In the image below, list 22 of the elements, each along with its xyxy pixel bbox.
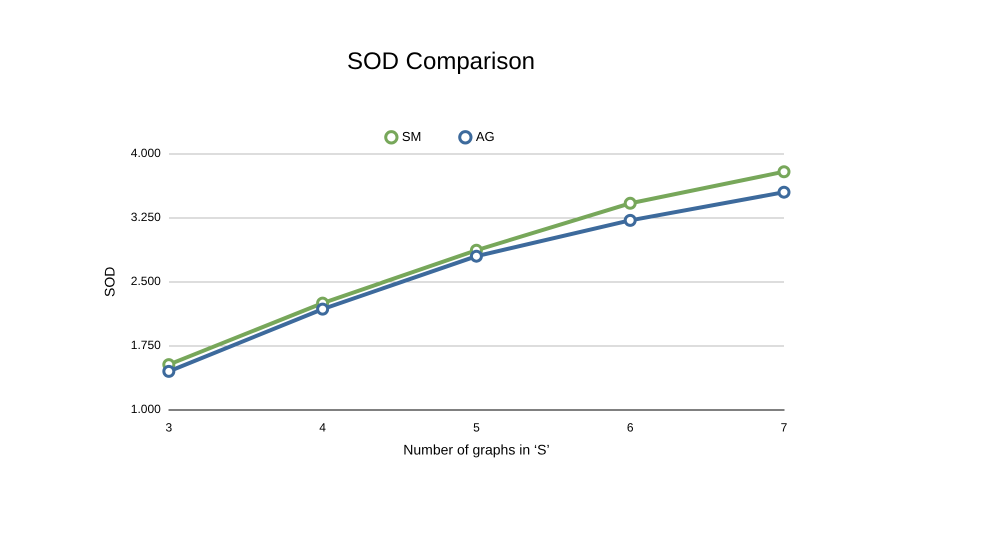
point <box>316 302 330 316</box>
legend-label: SM <box>402 128 422 144</box>
y-tick-label: 4.000 <box>130 146 162 160</box>
x-tick-label: 3 <box>165 420 172 434</box>
point <box>624 196 637 210</box>
point <box>470 250 483 263</box>
x-axis-title: Number of graphs in ‘S’ <box>403 441 550 458</box>
point <box>624 214 637 227</box>
x-tick-label: 4 <box>319 420 326 434</box>
legend-label: AG <box>476 128 495 144</box>
x-tick-label: 7 <box>780 420 788 434</box>
y-tick-label: 3.250 <box>130 210 162 224</box>
chart-title: SOD Comparison <box>346 48 536 76</box>
y-tick-label: 1.000 <box>130 402 162 416</box>
point <box>778 186 790 199</box>
y-tick-label: 1.750 <box>130 338 162 352</box>
point <box>162 364 176 378</box>
point <box>778 165 790 178</box>
x-tick-label: 6 <box>626 420 634 434</box>
x-tick-label: 5 <box>473 420 480 434</box>
y-tick-label: 2.500 <box>130 274 162 288</box>
y-axis-title: SOD <box>101 266 118 297</box>
